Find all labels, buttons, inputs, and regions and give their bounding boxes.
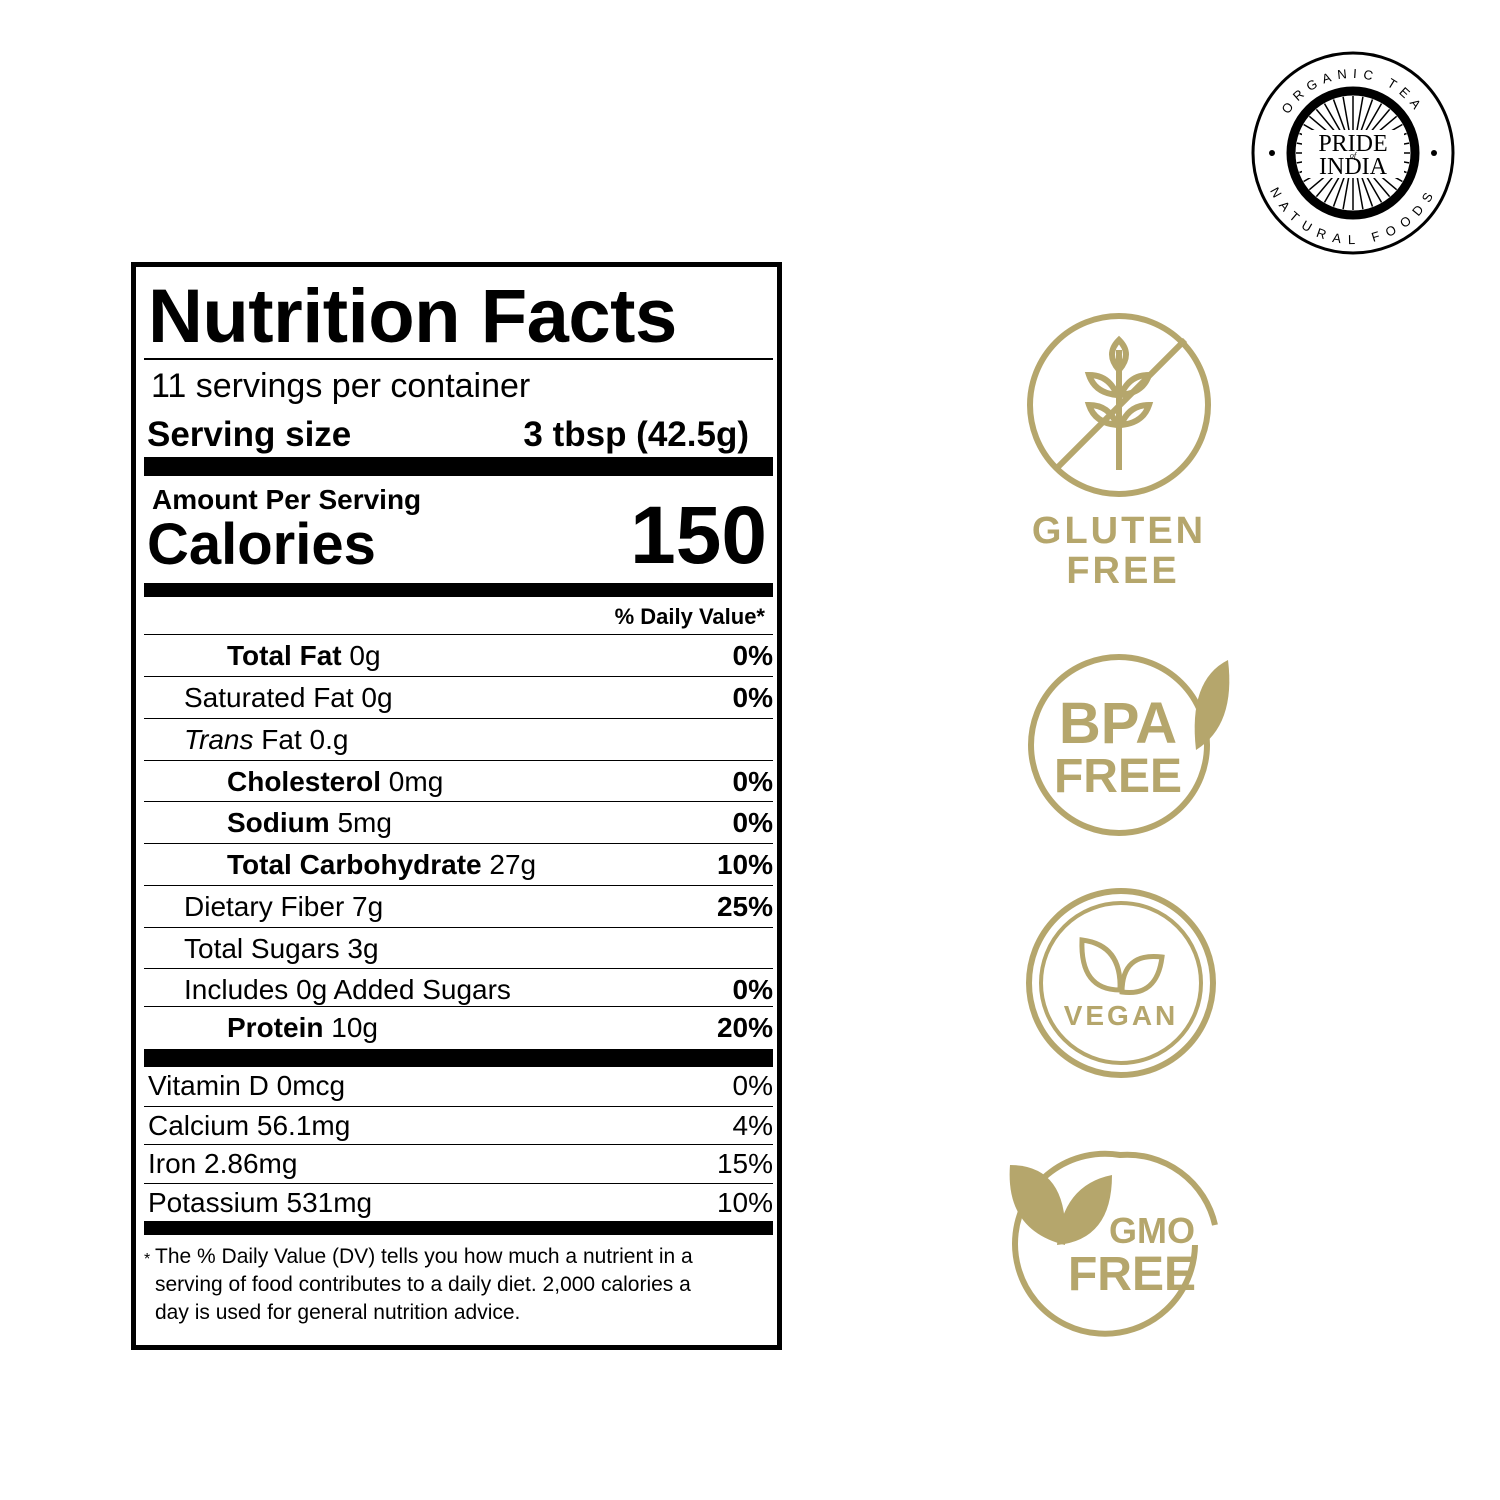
vitamin-row: Vitamin D 0mcg 0% bbox=[144, 1067, 773, 1105]
nutrient-name: Dietary Fiber 7g bbox=[184, 886, 383, 928]
nutrient-row: Cholesterol 0mg 0% bbox=[144, 760, 773, 802]
footnote-line: serving of food contributes to a daily d… bbox=[155, 1273, 691, 1296]
nutrient-amount: 10g bbox=[323, 1012, 378, 1043]
nutrient-row: Dietary Fiber 7g 25% bbox=[144, 885, 773, 927]
gmo-free-line1: GMO bbox=[1109, 1210, 1195, 1251]
nutrient-row: Protein 10g 20% bbox=[144, 1006, 773, 1050]
nutrient-amount: Fat 0.g bbox=[253, 724, 349, 755]
nutrient-name: Includes 0g Added Sugars bbox=[184, 969, 511, 1011]
calories-label: Calories bbox=[147, 512, 376, 577]
bpa-free-line2: FREE bbox=[1054, 750, 1182, 803]
servings-per-container: 11 servings per container bbox=[151, 367, 531, 405]
nutrient-name: Total Sugars 3g bbox=[184, 928, 379, 970]
nutrition-facts-label: Nutrition Facts 11 servings per containe… bbox=[131, 262, 782, 1350]
footnote-line: The % Daily Value (DV) tells you how muc… bbox=[155, 1245, 693, 1268]
nutrient-amount: Total Sugars 3g bbox=[184, 933, 379, 964]
vitamin-daily-value: 15% bbox=[716, 1148, 773, 1179]
nutrient-name-bold: Protein bbox=[227, 1012, 324, 1043]
vegan-badge: VEGAN bbox=[1026, 888, 1216, 1078]
vitamin-name: Vitamin D 0mcg bbox=[148, 1070, 346, 1101]
logo-name-bottom: INDIA bbox=[1319, 154, 1388, 180]
logo-name-mid: of bbox=[1350, 151, 1358, 160]
vitamin-daily-value: 0% bbox=[732, 1070, 773, 1101]
nutrient-name-bold: Sodium bbox=[227, 807, 330, 838]
nutrient-daily-value: 0% bbox=[732, 807, 773, 838]
bpa-free-line1: BPA bbox=[1059, 691, 1177, 756]
nutrient-amount: 0g bbox=[341, 640, 381, 671]
wheat-crossed-icon bbox=[1027, 313, 1211, 497]
vitamin-daily-value: 4% bbox=[732, 1109, 773, 1141]
nutrient-name: Protein 10g bbox=[227, 1007, 378, 1049]
nutrient-row: Total Carbohydrate 27g 10% bbox=[144, 843, 773, 885]
nutrient-name: Saturated Fat 0g bbox=[184, 677, 393, 719]
nutrient-amount: Dietary Fiber 7g bbox=[184, 891, 384, 922]
leaf-icon bbox=[1194, 660, 1230, 750]
vitamin-row: Calcium 56.1mg 4% bbox=[144, 1105, 773, 1144]
vitamin-name: Calcium 56.1mg bbox=[148, 1109, 351, 1141]
gluten-free-line1: GLUTEN bbox=[1032, 510, 1206, 552]
vitamin-daily-value: 10% bbox=[716, 1186, 773, 1218]
serving-size-label: Serving size bbox=[147, 415, 352, 454]
nutrient-row: Total Sugars 3g bbox=[144, 927, 773, 969]
gluten-free-line2: FREE bbox=[1066, 550, 1179, 592]
nutrient-name: Sodium 5mg bbox=[227, 802, 392, 844]
nutrient-name-bold: Cholesterol bbox=[227, 766, 382, 797]
nutrient-name: Total Carbohydrate 27g bbox=[227, 844, 536, 886]
vegan-label: VEGAN bbox=[1064, 1000, 1179, 1031]
nutrient-row: Trans Fat 0.g bbox=[144, 718, 773, 760]
nutrient-daily-value: 25% bbox=[716, 891, 773, 922]
nutrient-daily-value: 20% bbox=[716, 1012, 773, 1043]
nutrient-name-italic: Trans bbox=[184, 724, 254, 755]
nutrient-amount: 0mg bbox=[381, 766, 444, 797]
nutrient-name: Cholesterol 0mg bbox=[227, 761, 443, 803]
nutrient-amount: Saturated Fat 0g bbox=[184, 682, 393, 713]
nutrient-daily-value: 0% bbox=[732, 682, 773, 713]
amount-per-serving: Amount Per Serving bbox=[152, 484, 422, 515]
nutrient-row: Saturated Fat 0g 0% bbox=[144, 676, 773, 718]
vitamin-name: Iron 2.86mg bbox=[148, 1148, 298, 1179]
nutrient-name: Trans Fat 0.g bbox=[184, 719, 348, 761]
logo-name-top: PRIDE bbox=[1318, 131, 1387, 157]
bpa-free-badge: BPA FREE bbox=[1028, 654, 1230, 836]
footnote-line: day is used for general nutrition advice… bbox=[155, 1301, 521, 1324]
vitamin-row: Iron 2.86mg 15% bbox=[144, 1144, 773, 1182]
gmo-free-line2: FREE bbox=[1068, 1248, 1196, 1301]
nutrient-daily-value: 0% bbox=[732, 974, 773, 1005]
nutrient-amount: 5mg bbox=[329, 807, 392, 838]
nutrient-amount: 27g bbox=[481, 849, 537, 880]
gmo-free-badge: GMO FREE bbox=[1009, 1150, 1218, 1337]
nutrient-row: Sodium 5mg 0% bbox=[144, 801, 773, 843]
sprout-icon bbox=[1079, 937, 1165, 996]
nutrient-row: Total Fat 0g 0% bbox=[144, 634, 773, 676]
gluten-free-badge: GLUTEN FREE bbox=[1027, 313, 1211, 592]
nutrient-daily-value: 0% bbox=[732, 640, 773, 671]
footnote-star: * bbox=[144, 1251, 151, 1268]
calories-value: 150 bbox=[630, 490, 767, 581]
vitamin-name: Potassium 531mg bbox=[148, 1186, 373, 1218]
label-title: Nutrition Facts bbox=[148, 274, 677, 359]
pride-of-india-logo: ORGANIC TEA NATURAL FOODS PRIDE of INDIA bbox=[1251, 51, 1455, 255]
leaves-icon bbox=[1009, 1165, 1112, 1245]
nutrient-name: Total Fat 0g bbox=[227, 635, 381, 677]
serving-size-value: 3 tbsp (42.5g) bbox=[523, 415, 749, 454]
nutrient-daily-value: 0% bbox=[732, 766, 773, 797]
nutrient-name-bold: Total Carbohydrate bbox=[227, 849, 482, 880]
footnote: The % Daily Value (DV) tells you how muc… bbox=[155, 1243, 693, 1327]
nutrient-row: Includes 0g Added Sugars 0% bbox=[144, 968, 773, 1010]
nutrient-amount: Includes 0g Added Sugars bbox=[184, 974, 511, 1005]
vitamin-row: Potassium 531mg 10% bbox=[144, 1182, 773, 1221]
nutrient-name-bold: Total Fat bbox=[227, 640, 342, 671]
nutrient-daily-value: 10% bbox=[716, 849, 773, 880]
daily-value-header: % Daily Value* bbox=[614, 604, 765, 629]
